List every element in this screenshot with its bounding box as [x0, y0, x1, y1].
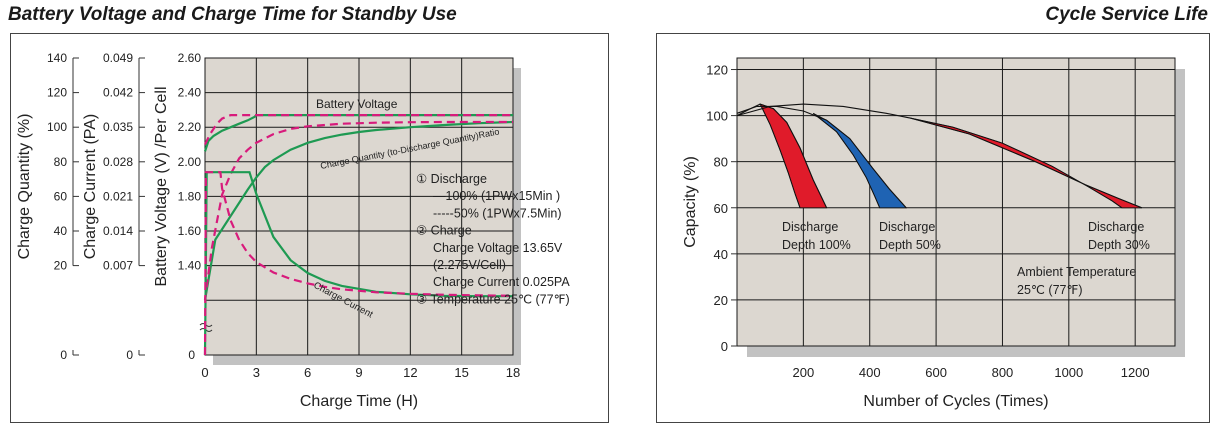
right-chart-heading: Cycle Service Life — [1045, 4, 1208, 25]
capacity-curve-lower — [812, 112, 881, 208]
y-tick-label: 1.40 — [178, 259, 202, 273]
x-tick-label: 800 — [992, 365, 1014, 380]
y-tick-label: 120 — [47, 86, 67, 100]
charge-quantity-dashed-line — [203, 120, 513, 301]
x-tick-label: 12 — [403, 365, 417, 380]
y-tick-label: 40 — [714, 247, 728, 262]
y-tick-label: 60 — [714, 201, 728, 216]
discharge-depth-label: Discharge — [1088, 220, 1144, 234]
legend-note: Charge Voltage 13.65V — [433, 241, 563, 255]
legend-note: (2.275V/Cell) — [433, 258, 506, 272]
discharge-depth-label: Discharge — [782, 220, 838, 234]
x-tick-label: 1000 — [1054, 365, 1083, 380]
x-tick-label: 600 — [925, 365, 947, 380]
y-tick-label: 1.80 — [178, 189, 202, 203]
y-tick-label: 0.049 — [103, 51, 133, 65]
discharge-depth-label: Depth 30% — [1088, 238, 1150, 252]
y-tick-label: 0.021 — [103, 189, 133, 203]
y-tick-label: 0 — [60, 348, 67, 362]
x-tick-label: 400 — [859, 365, 881, 380]
y-tick-label: 120 — [706, 63, 728, 78]
x-tick-label: 9 — [355, 365, 362, 380]
left-chart-heading: Battery Voltage and Charge Time for Stan… — [8, 4, 457, 25]
x-tick-label: 200 — [793, 365, 815, 380]
y-tick-label: 80 — [714, 155, 728, 170]
standby-chart-panel: 2.60 2.40 2.20 2.00 1.80 1.60 1.40 0 Battery Vol… — [10, 33, 609, 423]
legend-note: -----50% (1PWx7.5Min) — [433, 206, 562, 220]
x-tick-label: 18 — [506, 365, 520, 380]
legend-note: Charge Current 0.025PA — [433, 275, 570, 289]
ambient-temperature-value: 25℃ (77℉) — [1017, 283, 1083, 297]
legend-note: —100% (1PWx15Min ) — [433, 189, 560, 203]
y-tick-label: 0.028 — [103, 155, 133, 169]
legend-note: ② Charge — [416, 224, 472, 238]
standby-chart-svg: 2.60 2.40 2.20 2.00 1.80 1.60 1.40 0 Battery Vol… — [16, 51, 570, 410]
y-tick-label: 20 — [54, 259, 68, 273]
ambient-temperature-label: Ambient Temperature — [1017, 265, 1136, 279]
y-tick-label: 80 — [54, 155, 68, 169]
y-tick-label: 0 — [188, 348, 195, 362]
y-axis-title: Charge Current (PA) — [82, 114, 99, 260]
x-tick-label: 6 — [304, 365, 311, 380]
x-tick-label: 0 — [201, 365, 208, 380]
y-axis-title: Charge Quantity (%) — [16, 114, 33, 260]
charge-current-dashed-line — [203, 171, 514, 356]
legend-note: ③ Temperature 25℃ (77℉) — [416, 292, 570, 306]
discharge-depth-label: Depth 50% — [879, 238, 941, 252]
discharge-depth-label: Discharge — [879, 220, 935, 234]
y-tick-label: 40 — [54, 224, 68, 238]
y-tick-label: 0.014 — [103, 224, 133, 238]
y-axis-title: Battery Voltage (V) /Per Cell — [153, 86, 170, 286]
y-axis-title: Capacity (%) — [682, 156, 699, 248]
y-tick-label: 2.20 — [178, 120, 202, 134]
x-tick-label: 15 — [454, 365, 468, 380]
x-tick-label: 1200 — [1121, 365, 1150, 380]
y-tick-label: 2.60 — [178, 51, 202, 65]
y-tick-label: 140 — [47, 51, 67, 65]
x-axis-title: Charge Time (H) — [300, 393, 418, 410]
y-tick-label: 1.60 — [178, 224, 202, 238]
y-tick-label: 60 — [54, 189, 68, 203]
x-axis-title: Number of Cycles (Times) — [863, 393, 1048, 410]
y-tick-label: 0.035 — [103, 120, 133, 134]
y-tick-label: 100 — [47, 120, 67, 134]
battery-voltage-curve-label: Battery Voltage — [316, 97, 398, 111]
capacity-curve-lower — [909, 117, 1123, 209]
y-tick-label: 0 — [126, 348, 133, 362]
legend-note: ① Discharge — [416, 172, 487, 186]
discharge-depth-label: Depth 100% — [782, 238, 851, 252]
x-tick-label: 3 — [253, 365, 260, 380]
capacity-curve-lower — [759, 103, 801, 208]
y-tick-label: 2.40 — [178, 86, 202, 100]
battery-voltage-dashed-line — [204, 114, 513, 145]
y-tick-label: 0 — [721, 339, 728, 354]
y-tick-label: 100 — [706, 109, 728, 124]
cycle-life-chart-panel: 120 100 80 60 40 20 0 200 400 600 800 1000 1200 Numbe… — [656, 33, 1210, 423]
y-tick-label: 0.007 — [103, 259, 133, 273]
capacity-curve-upper — [736, 105, 907, 209]
y-tick-label: 2.00 — [178, 155, 202, 169]
y-tick-label: 0.042 — [103, 86, 133, 100]
y-tick-label: 20 — [714, 293, 728, 308]
